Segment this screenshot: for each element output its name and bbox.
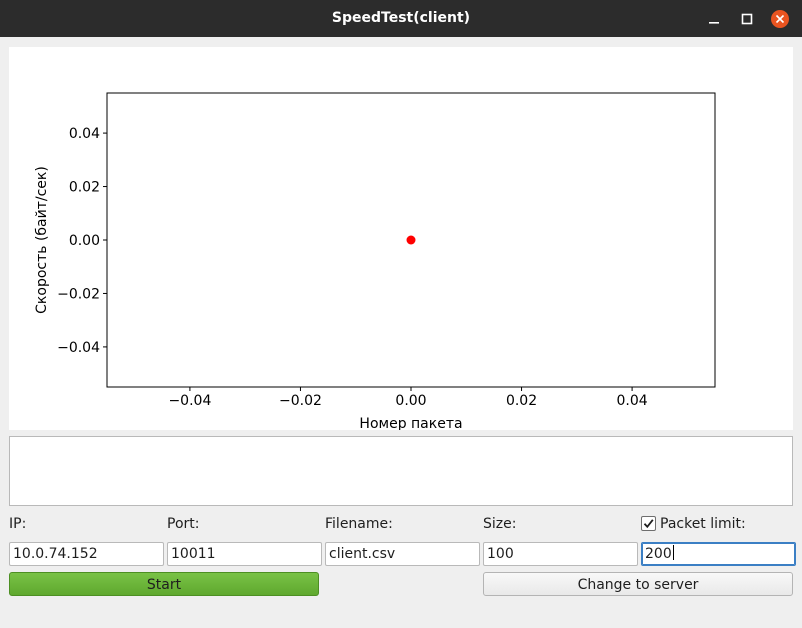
text-caret <box>672 545 674 560</box>
y-tick-label: 0.02 <box>69 180 100 196</box>
minimize-icon[interactable] <box>704 9 724 29</box>
size-label: Size: <box>483 516 517 532</box>
close-icon[interactable] <box>770 9 790 29</box>
size-value: 100 <box>487 546 514 562</box>
window-title: SpeedTest(client) <box>331 10 471 26</box>
size-input[interactable]: 100 <box>483 542 638 566</box>
change-to-server-button[interactable]: Change to server <box>483 572 793 596</box>
filename-value: client.csv <box>329 546 396 562</box>
ip-label: IP: <box>9 516 27 532</box>
x-tick-label: −0.04 <box>168 393 211 409</box>
ip-input[interactable]: 10.0.74.152 <box>9 542 164 566</box>
x-axis-label: Номер пакета <box>359 416 462 430</box>
x-tick-label: −0.02 <box>279 393 322 409</box>
maximize-icon[interactable] <box>737 9 757 29</box>
filename-input[interactable]: client.csv <box>325 542 480 566</box>
port-value: 10011 <box>171 546 216 562</box>
y-axis-label: Скорость (байт/сек) <box>34 166 50 314</box>
port-input[interactable]: 10011 <box>167 542 322 566</box>
speed-chart: −0.04 −0.02 0.00 0.02 0.04 0.04 0.02 0.00 −0.02 −… <box>34 92 716 432</box>
start-button[interactable]: Start <box>9 572 319 596</box>
filename-label: Filename: <box>325 516 393 532</box>
x-tick-label: 0.00 <box>395 393 426 409</box>
y-tick-label: 0.04 <box>69 126 100 142</box>
data-point <box>406 235 416 245</box>
packet-limit-input[interactable]: 200 <box>641 542 796 566</box>
packet-limit-checkbox[interactable] <box>641 516 656 531</box>
packet-limit-label: Packet limit: <box>660 516 746 532</box>
y-tick-label: −0.04 <box>57 340 100 356</box>
y-tick-label: 0.00 <box>69 233 100 249</box>
log-output[interactable] <box>9 436 793 506</box>
title-bar: SpeedTest(client) <box>0 0 802 37</box>
y-tick-label: −0.02 <box>57 286 100 302</box>
ip-value: 10.0.74.152 <box>13 546 98 562</box>
x-tick-label: 0.02 <box>506 393 537 409</box>
packet-limit-value: 200 <box>645 546 672 562</box>
plot-panel: −0.04 −0.02 0.00 0.02 0.04 0.04 0.02 0.00 −0.02 −… <box>9 47 793 432</box>
x-tick-label: 0.04 <box>617 393 648 409</box>
port-label: Port: <box>167 516 200 532</box>
